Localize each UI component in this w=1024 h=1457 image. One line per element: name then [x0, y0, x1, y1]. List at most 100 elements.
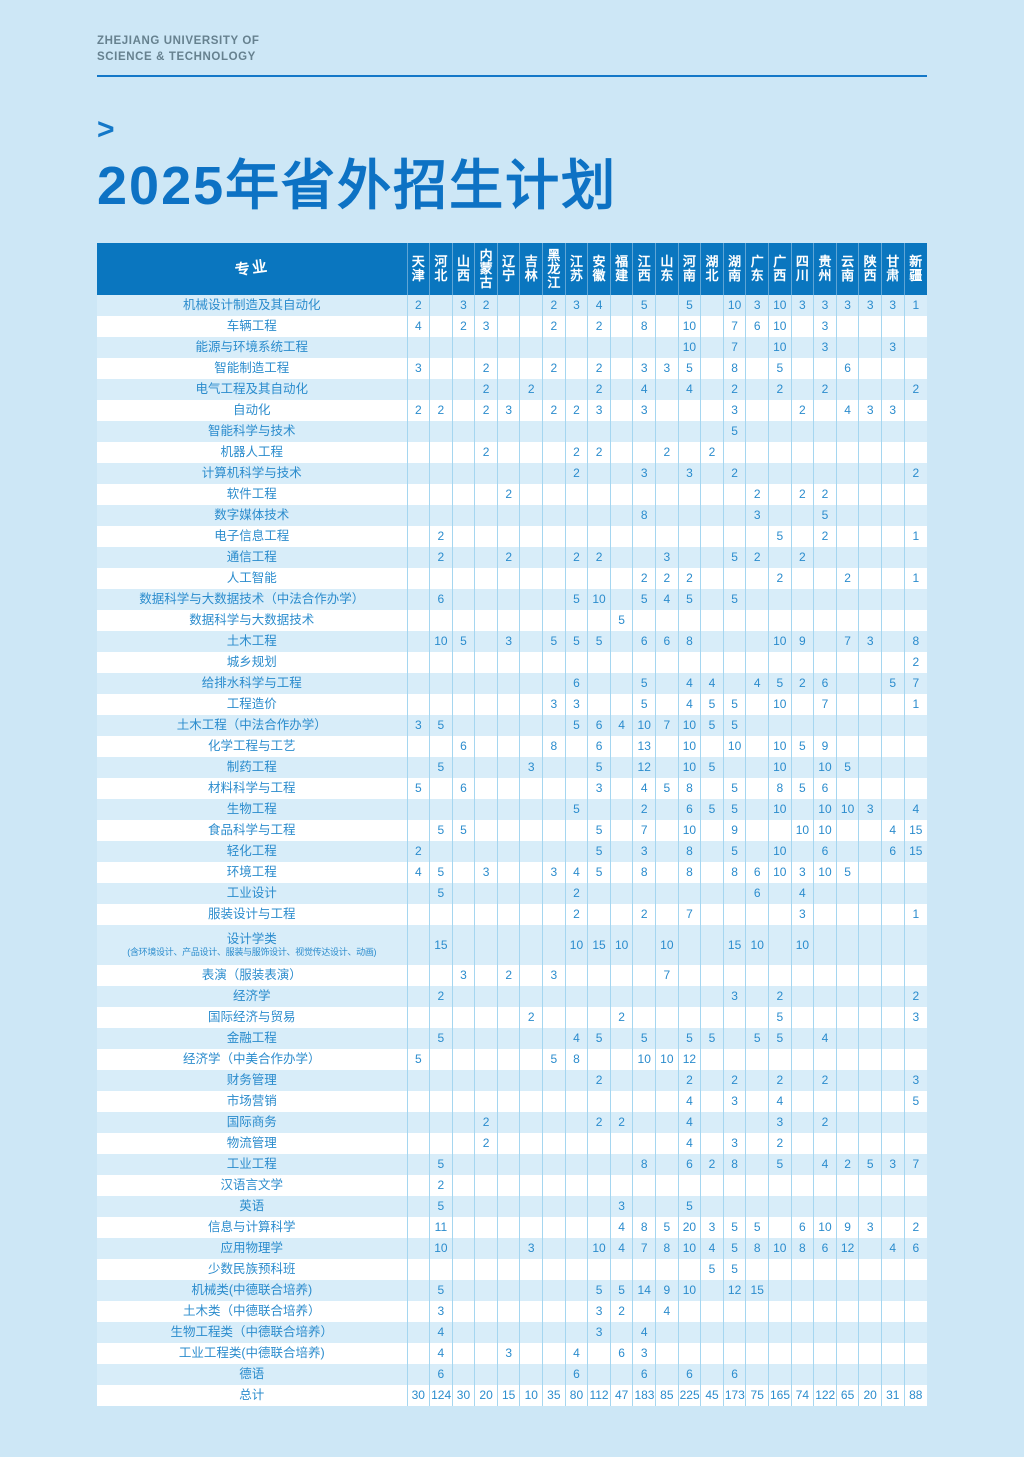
major-label: 车辆工程 [226, 318, 277, 333]
value-cell: 7 [723, 337, 747, 359]
value-cell [542, 379, 566, 401]
major-label: 智能制造工程 [214, 360, 290, 375]
value-cell [632, 965, 657, 987]
value-cell: 10 [791, 820, 815, 842]
value-cell: 5 [700, 799, 724, 821]
value-cell [791, 757, 815, 779]
value-cell [723, 505, 747, 527]
value-cell: 45 [700, 1385, 724, 1407]
value-cell [655, 1112, 679, 1134]
value-cell: 10 [429, 631, 453, 653]
value-cell [565, 421, 589, 443]
value-cell [813, 568, 837, 590]
value-cell [474, 1091, 498, 1113]
value-cell [587, 652, 611, 674]
value-cell [836, 904, 860, 926]
value-cell: 5 [700, 757, 724, 779]
value-cell [655, 904, 679, 926]
value-cell [768, 400, 792, 422]
table-row: 数据科学与大数据技术（中法合作办学） 6 5 10 5 4 5 5 [97, 589, 927, 611]
value-cell [452, 1280, 476, 1302]
value-cell [632, 484, 657, 506]
value-cell [813, 1049, 837, 1071]
value-cell [813, 610, 837, 632]
value-cell [723, 568, 747, 590]
value-cell: 2 [813, 484, 837, 506]
major-cell: 少数民族预科班 [97, 1259, 408, 1281]
value-cell: 3 [813, 337, 837, 359]
value-cell [407, 568, 431, 590]
value-cell: 2 [912, 466, 920, 481]
value-cell [497, 358, 521, 380]
value-cell [407, 442, 431, 464]
value-cell: 6 [678, 1154, 702, 1176]
value-cell [565, 1091, 589, 1113]
value-cell [565, 1259, 589, 1281]
major-label: 城乡规划 [226, 654, 277, 669]
value-cell [904, 1322, 927, 1343]
province-column-header: 广西 [768, 243, 792, 296]
value-cell [858, 1280, 882, 1302]
value-cell: 75 [745, 1385, 769, 1407]
value-cell [858, 337, 882, 359]
table-row: 通信工程 2 2 2 2 3 5 2 2 [97, 547, 927, 569]
value-cell [700, 1280, 724, 1302]
value-cell [519, 1091, 544, 1113]
value-cell [904, 715, 927, 736]
major-cell: 服装设计与工程 [97, 904, 408, 926]
value-cell: 10 [768, 736, 792, 758]
value-cell [565, 526, 589, 548]
value-cell [542, 1007, 566, 1029]
value-cell [904, 1280, 927, 1301]
table-row: 市场营销 4 3 4 5 [97, 1091, 927, 1113]
value-cell [768, 589, 792, 611]
value-cell: 2 [791, 484, 815, 506]
value-cell [429, 841, 453, 863]
value-cell: 4 [632, 379, 657, 401]
value-cell [452, 400, 476, 422]
major-cell: 给排水科学与工程 [97, 673, 408, 695]
table-row: 化学工程与工艺 6 8 6 13 10 10 10 5 9 [97, 736, 927, 758]
value-cell [904, 484, 927, 505]
value-cell [452, 1133, 476, 1155]
major-header-label: 专业 [233, 257, 270, 280]
value-cell [497, 904, 521, 926]
page-content: ZHEJIANG UNIVERSITY OF SCIENCE & TECHNOL… [97, 0, 927, 1407]
value-cell [813, 547, 837, 569]
value-cell [474, 904, 498, 926]
value-cell [791, 1154, 815, 1176]
value-cell [881, 1259, 905, 1281]
value-cell [655, 862, 679, 884]
value-cell [497, 526, 521, 548]
value-cell [542, 715, 566, 737]
value-cell [791, 337, 815, 359]
value-cell [429, 505, 453, 527]
value-cell: 3 [587, 400, 611, 422]
value-cell: 74 [791, 1385, 815, 1407]
value-cell [881, 757, 905, 779]
value-cell [519, 1028, 544, 1050]
value-cell: 3 [632, 358, 657, 380]
value-cell: 3 [813, 316, 837, 338]
value-cell [632, 1259, 657, 1281]
value-cell [407, 1238, 431, 1260]
province-column-header: 四川 [791, 243, 815, 296]
value-cell: 5 [587, 631, 611, 653]
value-cell [791, 1133, 815, 1155]
value-cell [474, 505, 498, 527]
value-cell [519, 1154, 544, 1176]
value-cell [452, 1154, 476, 1176]
value-cell [497, 1217, 521, 1239]
value-cell [474, 736, 498, 758]
value-cell [723, 965, 747, 987]
value-cell [407, 799, 431, 821]
value-cell [474, 715, 498, 737]
value-cell [474, 337, 498, 359]
value-cell [813, 986, 837, 1008]
value-cell [497, 820, 521, 842]
value-cell [745, 736, 769, 758]
value-cell [565, 736, 589, 758]
value-cell [587, 1196, 611, 1218]
value-cell [655, 421, 679, 443]
value-cell [610, 1028, 634, 1050]
